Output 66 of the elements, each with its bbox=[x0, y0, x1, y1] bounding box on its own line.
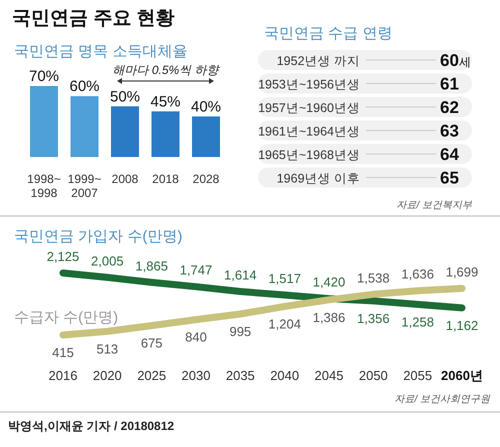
data-label: 2,005 bbox=[91, 253, 124, 268]
bar bbox=[192, 116, 220, 157]
x-tick-label: 1999~2007 bbox=[68, 172, 102, 200]
data-label: 1,258 bbox=[401, 314, 434, 330]
bar bbox=[30, 86, 58, 157]
data-label: 1,636 bbox=[401, 266, 434, 282]
x-tick-label: 2008 bbox=[112, 172, 139, 186]
x-tick-label: 2030 bbox=[182, 368, 210, 383]
chart-subtitle: 국민연금 명목 소득대체율 bbox=[14, 43, 188, 60]
data-label: 1,614 bbox=[224, 268, 257, 283]
data-label: 40% bbox=[190, 98, 222, 116]
data-label: 1,162 bbox=[446, 318, 478, 333]
text: 박영석,이재윤 기자 / 20180812 bbox=[8, 419, 174, 433]
text: 국민연금 가입자 수(만명) bbox=[14, 228, 182, 245]
data-label: 1,747 bbox=[180, 262, 212, 278]
x-tick-label: 2055 bbox=[403, 368, 432, 383]
category-label: 1952년생 까지 bbox=[276, 54, 360, 68]
x-tick-label: 2035 bbox=[226, 368, 255, 383]
data-label: 840 bbox=[185, 330, 207, 345]
x-tick-label: 2040 bbox=[270, 368, 300, 383]
data-label: 995 bbox=[229, 324, 252, 339]
category-label: 1957년~1960년생 bbox=[258, 101, 360, 115]
category-label: 1961년~1964년생 bbox=[258, 124, 360, 138]
data-label: 60% bbox=[69, 78, 100, 96]
data-label: 513 bbox=[96, 341, 118, 356]
chart-title: 국민연금 주요 현황 bbox=[12, 8, 175, 29]
data-label: 50% bbox=[110, 88, 140, 106]
bar bbox=[111, 106, 139, 157]
x-tick-label: 2060년 bbox=[441, 368, 483, 383]
data-label: 1,420 bbox=[312, 274, 346, 290]
data-label: 64 bbox=[440, 145, 460, 164]
text: 국민연금 수급 연령 bbox=[264, 25, 392, 42]
data-label: 1,517 bbox=[268, 271, 301, 286]
data-label: 61 bbox=[440, 74, 459, 94]
data-label: 1,865 bbox=[135, 258, 168, 274]
data-label: 1,356 bbox=[357, 310, 390, 326]
x-tick-label: 2016 bbox=[48, 368, 78, 383]
bar bbox=[70, 96, 98, 157]
x-tick-label: 2045 bbox=[314, 368, 344, 383]
data-label: 415 bbox=[52, 345, 74, 360]
x-tick-label: 2025 bbox=[137, 368, 166, 383]
data-label: 62 bbox=[440, 98, 459, 117]
bar bbox=[152, 111, 180, 157]
text: 자료/ 보건사회연구원 bbox=[394, 394, 491, 405]
data-label: 2,125 bbox=[46, 249, 80, 264]
data-label: 1,204 bbox=[268, 316, 301, 332]
text: 자료/ 보건복지부 bbox=[396, 200, 473, 211]
data-label: 65 bbox=[440, 168, 459, 188]
series-label: 수급자 수(만명) bbox=[14, 309, 118, 326]
category-label: 1965년~1968년생 bbox=[258, 148, 360, 162]
data-label: 63 bbox=[440, 122, 459, 140]
text: 해마다 0.5%씩 하향 bbox=[112, 63, 221, 77]
category-label: 1953년~1956년생 bbox=[258, 78, 360, 92]
data-label: 70% bbox=[28, 68, 60, 85]
category-label: 1969년생 이후 bbox=[276, 172, 360, 186]
data-label: 45% bbox=[150, 93, 181, 110]
x-tick-label: 2028 bbox=[192, 172, 220, 186]
x-tick-label: 1998~1998 bbox=[27, 172, 61, 200]
x-tick-label: 2018 bbox=[152, 172, 180, 186]
x-tick-label: 2050 bbox=[358, 368, 388, 383]
data-label: 675 bbox=[140, 336, 163, 351]
data-label: 1,699 bbox=[446, 264, 478, 280]
data-label: 60세 bbox=[440, 51, 471, 70]
data-label: 1,386 bbox=[312, 310, 346, 325]
data-label: 1,538 bbox=[357, 270, 390, 286]
x-tick-label: 2020 bbox=[92, 368, 122, 383]
